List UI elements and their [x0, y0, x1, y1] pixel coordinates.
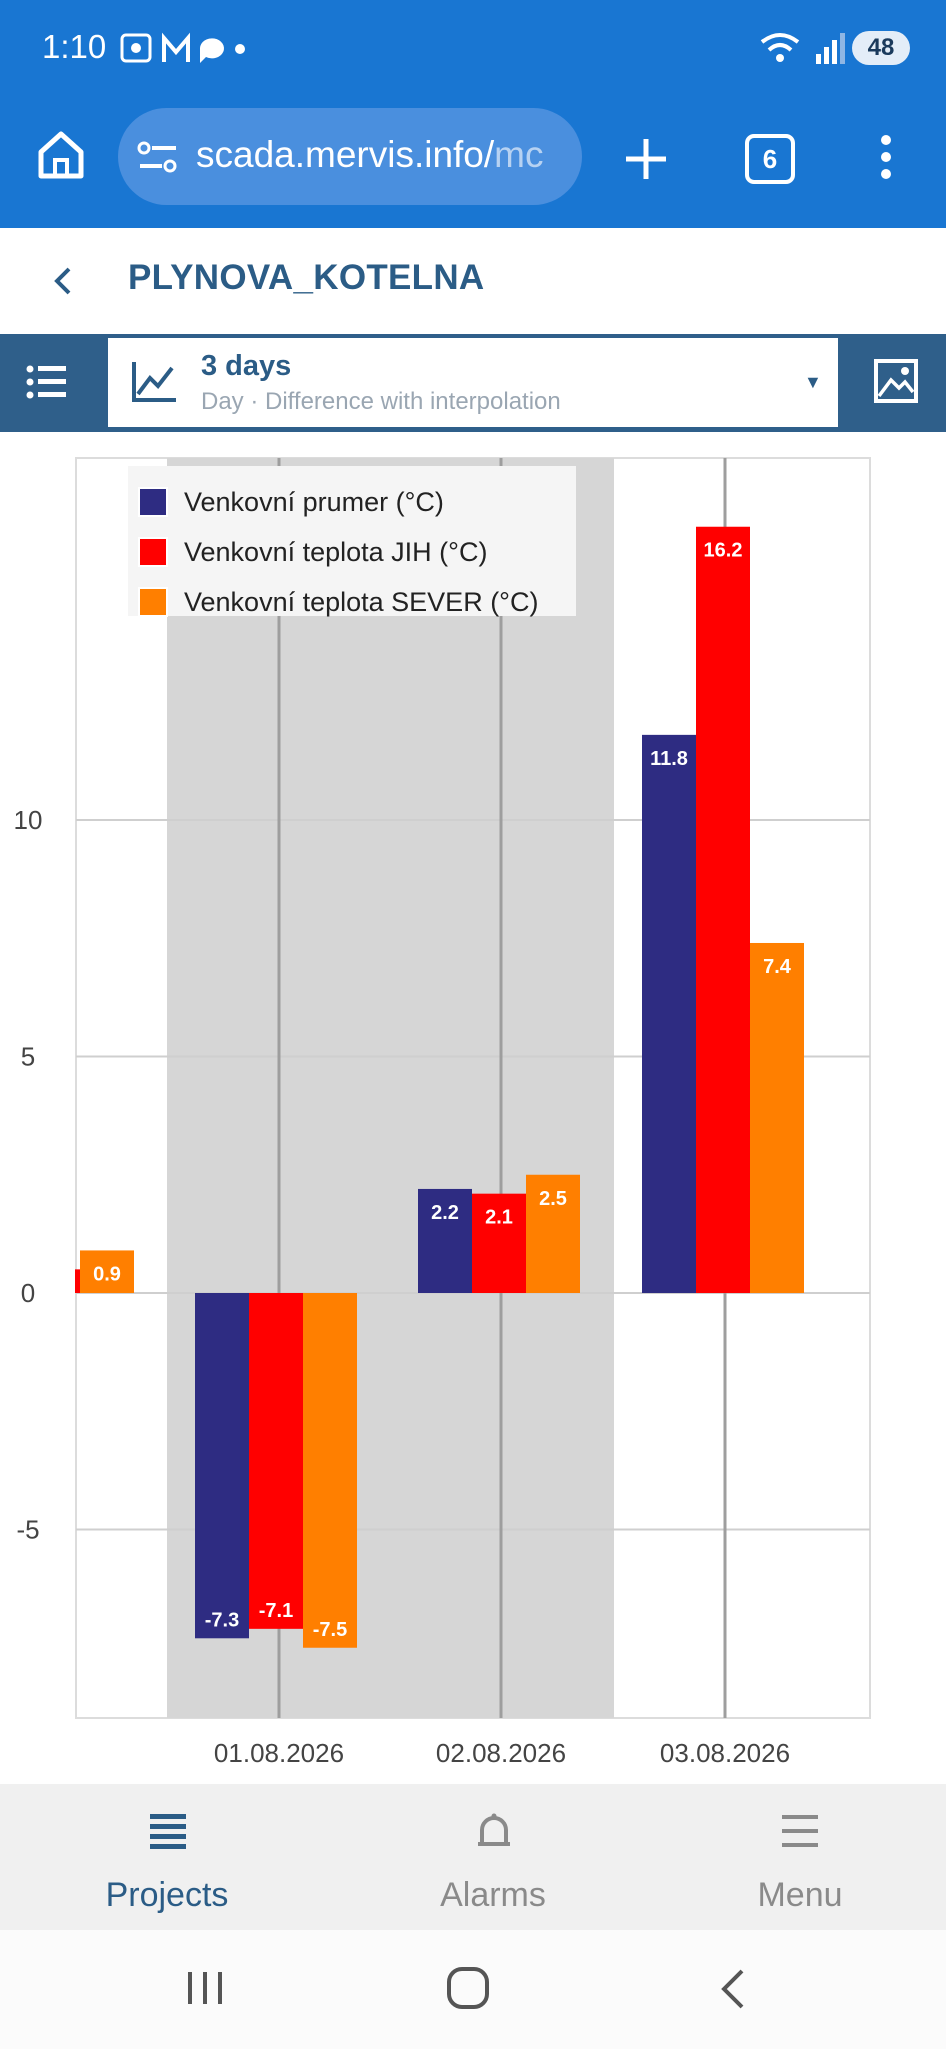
screenshot-icon [120, 33, 152, 63]
y-tick-label: 0 [21, 1278, 35, 1308]
data-label: -7.5 [313, 1619, 347, 1641]
menu-icon[interactable] [782, 1813, 818, 1849]
y-tick-label: 5 [21, 1042, 35, 1072]
alarm-bell-icon[interactable] [474, 1810, 514, 1854]
back-chevron-icon[interactable] [52, 266, 74, 296]
legend-label: Venkovní teplota JIH (°C) [184, 537, 487, 567]
system-navigation-bar [0, 1930, 946, 2049]
export-image-icon[interactable] [873, 358, 919, 404]
line-chart-icon [132, 362, 176, 402]
dot-icon [235, 44, 245, 54]
dropdown-arrow-icon[interactable]: ▼ [804, 372, 822, 392]
cell-signal-icon [816, 54, 821, 64]
site-settings-icon[interactable] [136, 140, 180, 176]
nav-alarms[interactable]: Alarms [440, 1876, 546, 1914]
list-icon[interactable] [26, 364, 68, 400]
x-tick-label: 03.08.2026 [660, 1738, 790, 1768]
status-icons [120, 32, 245, 63]
data-label: 2.5 [539, 1188, 567, 1210]
bar [472, 1193, 526, 1293]
wifi-icon [760, 33, 800, 44]
status-time: 1:10 [42, 28, 107, 65]
bar [526, 1174, 580, 1293]
page-title: PLYNOVA_KOTELNA [128, 258, 485, 297]
legend-swatch [138, 487, 168, 517]
home-button-icon[interactable] [446, 1966, 490, 2010]
bar-clipped [75, 1269, 80, 1293]
bar [642, 734, 696, 1293]
legend-label: Venkovní teplota SEVER (°C) [184, 587, 538, 617]
url-text[interactable]: scada.mervis.info/mc [196, 134, 544, 175]
legend-swatch [138, 587, 168, 617]
new-tab-icon[interactable] [624, 137, 668, 181]
data-label: 2.2 [431, 1202, 459, 1224]
bar [303, 1293, 357, 1648]
bar [195, 1293, 249, 1639]
page-header [0, 228, 946, 335]
more-options-icon[interactable] [874, 132, 898, 182]
x-tick-label: 02.08.2026 [436, 1738, 566, 1768]
data-label: 0.9 [93, 1263, 121, 1285]
data-label: 16.2 [704, 540, 743, 562]
battery-indicator: 48 [852, 31, 910, 65]
chat-icon [200, 38, 224, 63]
home-icon[interactable] [36, 130, 86, 180]
range-title: 3 days [201, 350, 292, 382]
signal-icons [760, 33, 845, 64]
gmail-icon [162, 32, 190, 62]
data-label: -7.1 [259, 1600, 293, 1622]
bar [80, 1250, 134, 1293]
x-tick-label: 01.08.2026 [214, 1738, 344, 1768]
data-label: 2.1 [485, 1207, 513, 1229]
data-label: 11.8 [650, 748, 688, 770]
data-label: -7.3 [205, 1609, 239, 1631]
legend-label: Venkovní prumer (°C) [184, 487, 444, 517]
bar [696, 526, 750, 1293]
bar [750, 942, 804, 1293]
bar [249, 1293, 303, 1629]
nav-projects[interactable]: Projects [105, 1876, 229, 1914]
nav-menu[interactable]: Menu [757, 1876, 843, 1914]
y-tick-label: 10 [14, 805, 43, 835]
range-subtitle: Day · Difference with interpolation [201, 388, 561, 415]
bar-chart: -5 0 5 10 -7.3 2.2 11.8 -7.1 2.1 16.2 0.9 -7.5 2.5 7.… [14, 457, 871, 1768]
bar [418, 1188, 472, 1293]
data-label: 7.4 [763, 956, 792, 978]
tab-switcher-button[interactable]: 6 [745, 134, 795, 184]
projects-icon[interactable] [150, 1812, 186, 1852]
time-range-selector[interactable] [108, 338, 838, 427]
legend-box [128, 466, 576, 616]
recent-apps-icon[interactable] [186, 1970, 224, 2006]
legend-swatch [138, 537, 168, 567]
back-button-icon[interactable] [718, 1968, 748, 2010]
address-bar[interactable] [118, 108, 582, 205]
bottom-navigation [0, 1784, 946, 1930]
y-tick-label: -5 [16, 1515, 39, 1545]
